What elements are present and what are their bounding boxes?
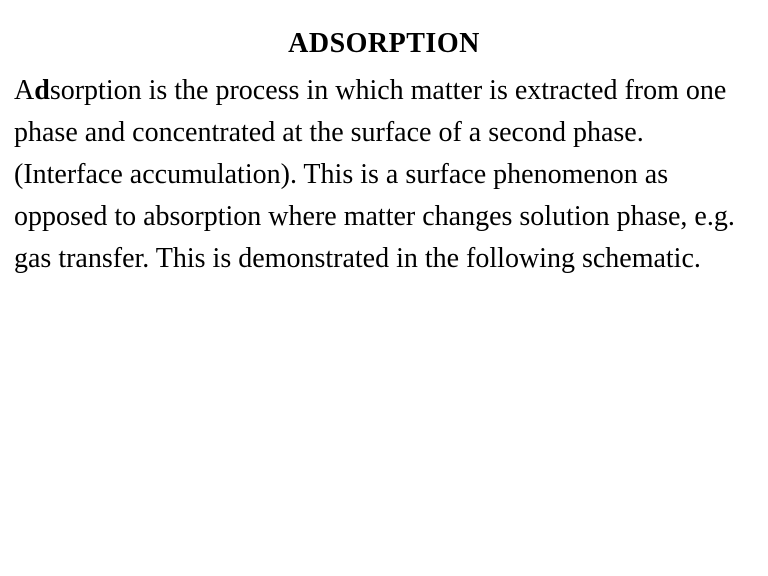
paragraph-bold-letter: d [34, 75, 50, 106]
document-body: Adsorption is the process in which matte… [14, 70, 754, 280]
paragraph-rest: sorption is the process in which matter … [14, 75, 735, 274]
document-title: ADSORPTION [14, 28, 754, 60]
paragraph-prefix: A [14, 75, 34, 106]
